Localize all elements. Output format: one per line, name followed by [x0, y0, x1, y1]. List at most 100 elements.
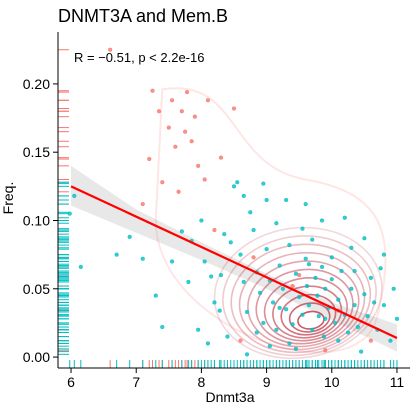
regression-line [70, 185, 398, 339]
data-point [388, 338, 393, 343]
data-point [264, 197, 269, 203]
data-point [218, 155, 224, 160]
data-point [231, 184, 237, 189]
data-point [316, 313, 321, 319]
data-point [336, 338, 341, 343]
data-point [274, 221, 279, 226]
data-point [264, 247, 269, 252]
data-point [238, 252, 243, 257]
data-point [315, 293, 320, 298]
data-point [284, 307, 289, 312]
x-tick-label: 8 [198, 374, 206, 390]
data-point [248, 210, 253, 215]
data-point [199, 218, 204, 223]
data-point [290, 283, 295, 289]
data-point [300, 226, 305, 231]
data-point [381, 252, 387, 257]
data-point [339, 268, 344, 274]
data-point [183, 129, 188, 134]
data-point [277, 263, 282, 268]
data-point [160, 324, 165, 330]
data-point [205, 98, 211, 103]
x-tick-label: 10 [324, 374, 340, 390]
y-tick-label: 0.10 [23, 212, 50, 228]
density-contour [255, 268, 354, 345]
data-point [352, 268, 357, 274]
data-point [293, 346, 299, 351]
data-point [362, 236, 367, 241]
data-point [287, 242, 292, 248]
data-point [78, 264, 83, 270]
x-axis-title: Dnmt3a [205, 389, 254, 405]
data-point [306, 303, 312, 308]
data-point [359, 349, 364, 354]
data-point [310, 237, 315, 242]
data-point [303, 256, 308, 261]
data-point [140, 201, 145, 207]
data-point [277, 305, 282, 311]
data-point [196, 163, 201, 168]
data-point [192, 114, 197, 119]
data-point [205, 341, 211, 346]
data-point [209, 274, 214, 279]
data-point [114, 252, 119, 257]
density-contour [263, 277, 348, 342]
data-point [378, 266, 383, 271]
data-point [368, 275, 373, 280]
data-point [368, 338, 373, 343]
data-point [231, 106, 237, 111]
data-point [244, 352, 250, 357]
x-tick-label: 9 [263, 374, 271, 390]
density-contour [222, 235, 377, 357]
y-rug [58, 49, 69, 355]
data-point [297, 294, 302, 300]
data-point [310, 327, 315, 332]
data-point [293, 271, 299, 276]
data-point [160, 180, 165, 185]
data-point [365, 313, 370, 319]
data-point [304, 283, 310, 289]
data-point [212, 227, 217, 233]
data-point [329, 255, 334, 260]
density-contours [154, 87, 387, 360]
data-point [179, 109, 184, 114]
data-point [153, 293, 158, 298]
data-point [222, 232, 227, 237]
data-point [156, 109, 162, 114]
data-point [287, 341, 292, 346]
regression-line-layer [70, 185, 398, 339]
data-point [173, 144, 178, 149]
data-point [228, 240, 233, 245]
y-tick-label: 0.20 [23, 76, 50, 92]
y-tick-label: 0.15 [23, 144, 50, 160]
data-point [179, 229, 184, 234]
data-point [140, 256, 145, 261]
data-point [329, 277, 334, 282]
data-point [202, 259, 207, 264]
data-point [332, 320, 338, 326]
data-point [202, 177, 207, 182]
data-point [336, 297, 341, 302]
data-point [323, 348, 328, 353]
data-point [391, 286, 396, 291]
correlation-annotation: R = −0.51, p < 2.2e-16 [74, 50, 204, 65]
data-point [261, 181, 266, 186]
data-point [352, 303, 357, 308]
data-point [147, 156, 152, 162]
data-point [238, 338, 243, 343]
data-point [251, 255, 256, 260]
data-point [345, 330, 351, 335]
y-axis-title: Freq. [0, 182, 16, 215]
data-point [267, 344, 272, 349]
data-point [244, 309, 250, 315]
data-point [127, 234, 132, 239]
data-point [362, 292, 367, 297]
data-point [169, 259, 175, 264]
data-point [319, 264, 325, 270]
data-point [355, 324, 360, 330]
data-point [218, 273, 224, 278]
confidence-band-layer [71, 165, 397, 352]
data-point [319, 218, 325, 223]
chart-title: DNMT3A and Mem.B [58, 6, 228, 26]
